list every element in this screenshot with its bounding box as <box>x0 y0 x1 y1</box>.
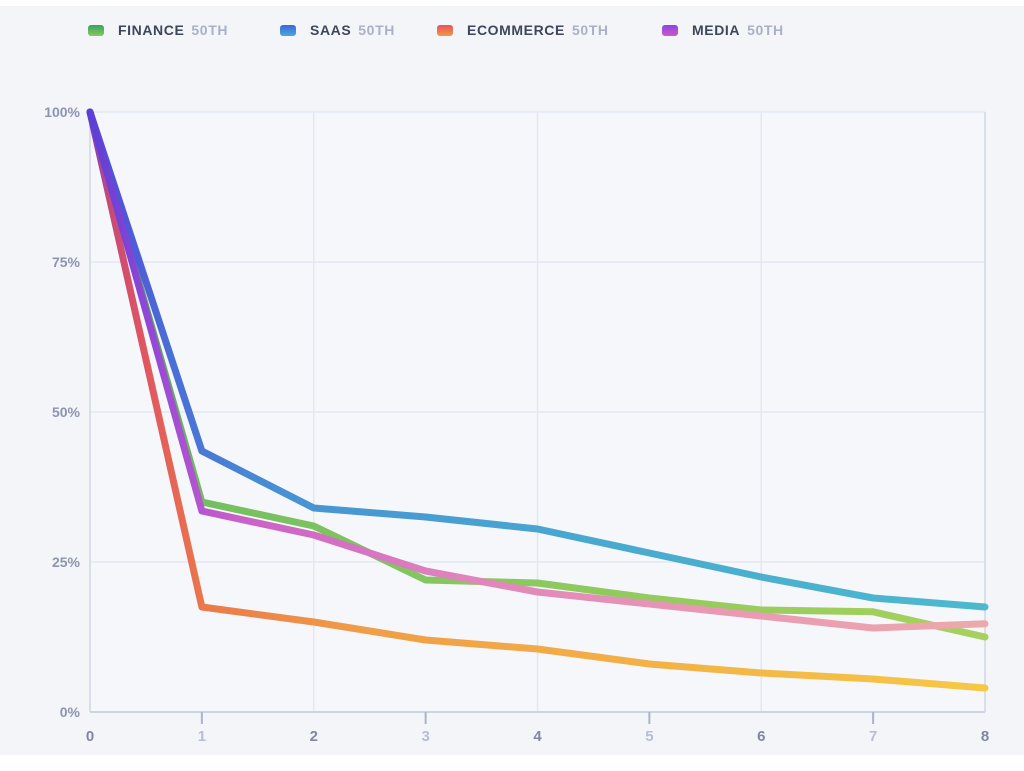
legend-percentile: 50TH <box>358 22 395 38</box>
y-axis-label-75: 75% <box>52 254 81 270</box>
x-axis-label-2: 2 <box>310 728 318 745</box>
legend-label: SAAS <box>310 22 352 38</box>
x-axis-label-3: 3 <box>421 728 429 745</box>
legend-item-ecommerce[interactable]: ECOMMERCE 50TH <box>437 18 609 42</box>
legend-label: FINANCE <box>118 22 185 38</box>
legend-item-media[interactable]: MEDIA 50TH <box>662 18 784 42</box>
legend-percentile: 50TH <box>191 22 229 38</box>
x-axis-label-5: 5 <box>645 728 653 745</box>
ecommerce-swatch-icon <box>437 24 453 36</box>
legend-percentile: 50TH <box>747 22 784 38</box>
y-axis-label-50: 50% <box>52 404 81 420</box>
legend-percentile: 50TH <box>571 22 609 38</box>
x-axis-label-6: 6 <box>757 728 765 745</box>
y-axis-label-25: 25% <box>52 554 81 570</box>
legend-item-saas[interactable]: SAAS 50TH <box>280 18 395 42</box>
media-50th-line[interactable] <box>86 108 989 632</box>
x-axis-label-1: 1 <box>198 728 206 745</box>
x-axis-label-7: 7 <box>869 728 877 745</box>
chart-legend: FINANCE 50TH SAAS 50TH ECOMMERCE 50TH ME… <box>0 0 1024 56</box>
legend-label: MEDIA <box>692 22 741 38</box>
saas-swatch-icon <box>280 24 296 36</box>
x-axis-label-4: 4 <box>533 728 542 745</box>
finance-50th-line[interactable] <box>86 108 989 641</box>
legend-label: ECOMMERCE <box>467 22 565 38</box>
finance-swatch-icon <box>88 24 104 36</box>
saas-50th-line[interactable] <box>86 108 989 611</box>
x-axis-label-8: 8 <box>981 728 989 745</box>
x-axis-label-0: 0 <box>86 728 94 745</box>
legend-item-finance[interactable]: FINANCE 50TH <box>88 18 228 42</box>
media-swatch-icon <box>662 24 678 36</box>
y-axis-label-0: 0% <box>60 704 81 720</box>
y-axis-label-100: 100% <box>44 104 80 120</box>
ecommerce-50th-line[interactable] <box>86 108 989 692</box>
